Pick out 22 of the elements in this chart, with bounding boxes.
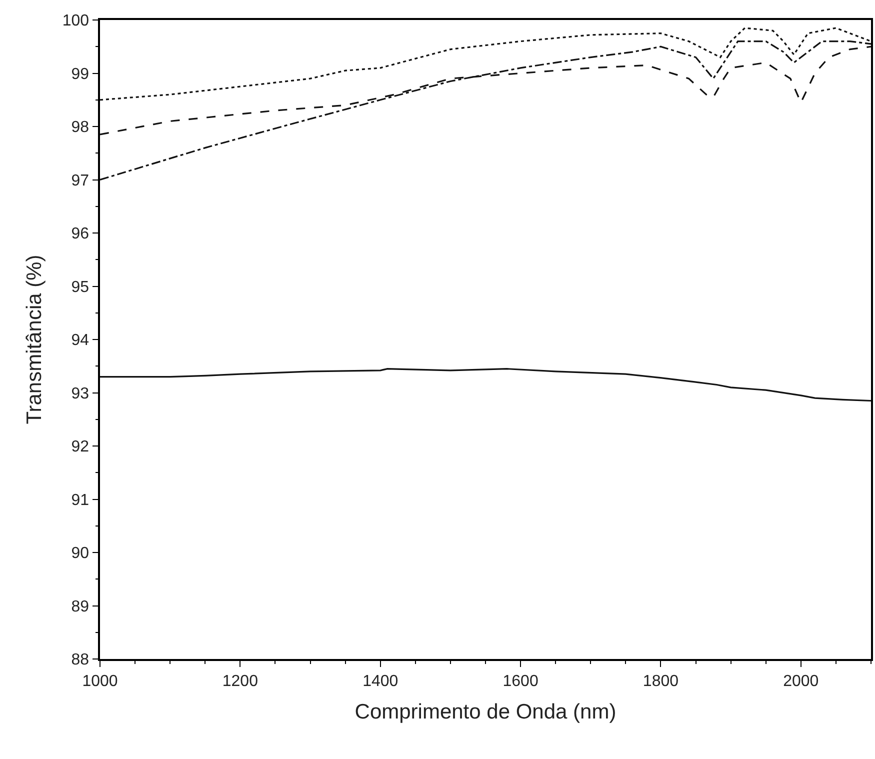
y-tick-label: 92: [71, 438, 90, 456]
y-tick-label: 95: [71, 278, 90, 296]
y-axis-title: Transmitância (%): [22, 254, 46, 424]
y-tick-label: 88: [71, 652, 90, 669]
y-tick-label: 99: [71, 66, 90, 83]
line-series: [100, 368, 871, 402]
y-tick-label: 89: [71, 598, 90, 616]
y-tick-label: 94: [71, 332, 90, 350]
x-tick-label: 1200: [222, 672, 258, 690]
x-tick-label: 1000: [82, 672, 118, 690]
y-tick-label: 97: [71, 172, 90, 190]
x-tick-label: 1800: [642, 672, 679, 690]
y-tick-label: 91: [71, 492, 90, 509]
y-tick-label: 98: [71, 119, 90, 136]
y-tick-label: 93: [71, 385, 90, 402]
x-tick-label: 2000: [783, 672, 819, 690]
x-tick-label: 1600: [502, 672, 538, 690]
y-tick-label: 96: [71, 226, 90, 243]
x-tick-label: 1400: [362, 672, 398, 690]
y-tick-label: 100: [62, 12, 90, 30]
x-axis-title: Comprimento de Onda (nm): [354, 700, 616, 724]
y-tick-label: 90: [71, 545, 90, 562]
